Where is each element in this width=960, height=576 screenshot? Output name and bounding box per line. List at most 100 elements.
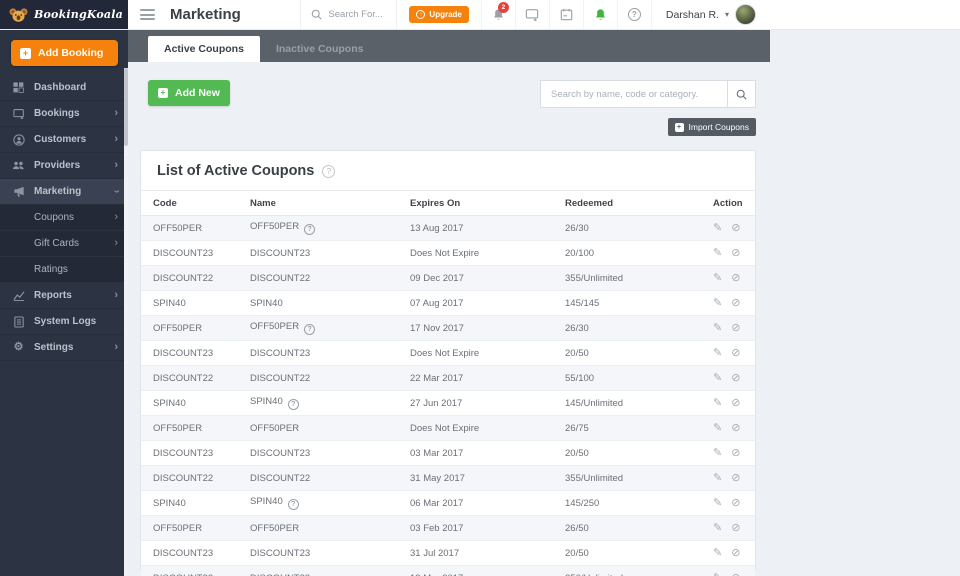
sidebar-item-system-logs[interactable]: System Logs <box>0 309 128 335</box>
tab-active-coupons[interactable]: Active Coupons <box>148 36 260 62</box>
table-row: DISCOUNT23 DISCOUNT23 03 Mar 2017 20/50 … <box>141 440 755 466</box>
deactivate-icon[interactable]: ⊘ <box>731 246 741 259</box>
menu-toggle-icon[interactable] <box>140 9 155 20</box>
sidebar-item-providers[interactable]: Providers › <box>0 153 128 179</box>
coupon-expires: 03 Mar 2017 <box>398 440 553 466</box>
calendar-button[interactable] <box>548 0 583 29</box>
koala-logo-icon <box>9 6 28 24</box>
deactivate-icon[interactable]: ⊘ <box>731 446 741 459</box>
edit-icon[interactable]: ✎ <box>713 221 723 234</box>
sidebar-subitem-ratings[interactable]: Ratings <box>0 257 128 283</box>
notifications-button[interactable]: 2 <box>480 0 515 29</box>
sidebar-label: Coupons <box>34 212 75 223</box>
coupon-help-icon[interactable]: ? <box>287 499 299 510</box>
edit-icon[interactable]: ✎ <box>713 346 723 359</box>
edit-icon[interactable]: ✎ <box>713 521 723 534</box>
deactivate-icon[interactable]: ⊘ <box>731 572 740 576</box>
messages-button[interactable] <box>514 0 549 29</box>
sidebar-label: Marketing <box>34 186 82 197</box>
edit-icon[interactable]: ✎ <box>713 371 723 384</box>
sidebar-item-marketing[interactable]: Marketing › <box>0 179 128 205</box>
edit-icon[interactable]: ✎ <box>713 321 723 334</box>
scrollbar-thumb[interactable] <box>124 68 128 146</box>
edit-icon[interactable]: ✎ <box>713 271 723 284</box>
edit-icon[interactable]: ✎ <box>713 446 723 459</box>
coupon-help-icon[interactable]: ? <box>287 399 299 410</box>
global-search-input[interactable] <box>328 9 389 20</box>
system-logs-icon <box>12 315 25 328</box>
user-menu[interactable]: Darshan R. ▾ <box>650 0 764 29</box>
sidebar-item-bookings[interactable]: Bookings › <box>0 101 128 127</box>
table-row: SPIN40 SPIN40? 06 Mar 2017 145/250 ✎ ⊘ <box>141 490 755 516</box>
sidebar-item-customers[interactable]: Customers › <box>0 127 128 153</box>
plus-icon: + <box>674 122 684 132</box>
plus-icon: + <box>20 47 31 59</box>
deactivate-icon[interactable]: ⊘ <box>731 371 741 384</box>
green-bell-icon <box>594 8 607 22</box>
table-header-row: Code Name Expires On Redeemed Action <box>141 190 755 216</box>
global-search[interactable] <box>300 0 398 29</box>
coupon-name: DISCOUNT23 <box>250 347 311 359</box>
deactivate-icon[interactable]: ⊘ <box>731 496 741 509</box>
edit-icon[interactable]: ✎ <box>713 546 723 559</box>
table-row: DISCOUNT23 DISCOUNT23 31 Jul 2017 20/50 … <box>141 540 755 566</box>
table-row: DISCOUNT22 DISCOUNT22 22 Mar 2017 55/100… <box>141 365 755 391</box>
coupon-code: DISCOUNT23 <box>141 240 238 266</box>
tab-label: Active Coupons <box>164 43 244 55</box>
sidebar-item-dashboard[interactable]: Dashboard <box>0 75 128 101</box>
coupon-code: DISCOUNT22 <box>141 465 238 491</box>
col-name: Name <box>238 190 398 216</box>
tab-inactive-coupons[interactable]: Inactive Coupons <box>260 36 380 62</box>
deactivate-icon[interactable]: ⊘ <box>731 421 741 434</box>
edit-icon[interactable]: ✎ <box>713 471 723 484</box>
main-content: + Add New + Import Coupons List of Activ… <box>128 62 770 576</box>
sidebar-item-reports[interactable]: Reports › <box>0 283 128 309</box>
coupon-name: SPIN40 <box>250 496 283 507</box>
help-button[interactable]: ? <box>616 0 651 29</box>
sidebar-item-settings[interactable]: ⚙ Settings › <box>0 335 128 361</box>
sidebar-subitem-coupons[interactable]: Coupons › <box>0 205 128 231</box>
edit-icon[interactable]: ✎ <box>713 421 723 434</box>
edit-icon[interactable]: ✎ <box>713 296 723 309</box>
sidebar-label: Providers <box>34 160 81 171</box>
coupon-help-icon[interactable]: ? <box>304 224 316 235</box>
coupon-search-input[interactable] <box>540 80 728 108</box>
title-help-icon[interactable]: ? <box>322 164 336 178</box>
sidebar-subitem-gift-cards[interactable]: Gift Cards › <box>0 231 128 257</box>
sidebar-scrollbar[interactable] <box>124 68 128 576</box>
sidebar-label: Customers <box>34 134 87 145</box>
edit-icon[interactable]: ✎ <box>713 496 723 509</box>
upgrade-button[interactable]: ↑ Upgrade <box>409 6 469 23</box>
add-new-button[interactable]: + Add New <box>148 80 230 106</box>
coupon-search-button[interactable] <box>728 80 756 108</box>
alerts-button[interactable] <box>582 0 617 29</box>
logo-text: BookingKoala <box>34 8 123 21</box>
import-row: + Import Coupons <box>140 118 756 136</box>
deactivate-icon[interactable]: ⊘ <box>731 271 741 284</box>
edit-icon[interactable]: ✎ <box>713 396 723 409</box>
customers-icon <box>12 133 25 146</box>
coupon-help-icon[interactable]: ? <box>304 324 316 335</box>
deactivate-icon[interactable]: ⊘ <box>731 321 741 334</box>
deactivate-icon[interactable]: ⊘ <box>731 396 741 409</box>
add-booking-button[interactable]: + Add Booking <box>11 40 118 66</box>
edit-icon[interactable]: ✎ <box>713 246 723 259</box>
edit-icon[interactable]: ✎ <box>713 572 722 576</box>
coupon-expires: 22 Mar 2017 <box>398 365 553 391</box>
add-new-label: Add New <box>175 87 220 99</box>
import-coupons-button[interactable]: + Import Coupons <box>667 118 756 136</box>
deactivate-icon[interactable]: ⊘ <box>731 546 741 559</box>
avatar[interactable] <box>735 4 756 25</box>
chevron-right-icon: › <box>114 211 118 223</box>
deactivate-icon[interactable]: ⊘ <box>731 471 741 484</box>
deactivate-icon[interactable]: ⊘ <box>731 221 741 234</box>
deactivate-icon[interactable]: ⊘ <box>731 296 741 309</box>
coupon-name: DISCOUNT23 <box>250 247 311 259</box>
deactivate-icon[interactable]: ⊘ <box>731 346 741 359</box>
top-header: BookingKoala Marketing ↑ Upgrade 2 <box>0 0 960 30</box>
app-logo[interactable]: BookingKoala <box>0 0 128 29</box>
deactivate-icon[interactable]: ⊘ <box>731 521 741 534</box>
plus-icon: + <box>158 88 168 98</box>
coupon-code: DISCOUNT22 <box>141 365 238 391</box>
coupon-redeemed: 20/50 <box>553 440 701 466</box>
